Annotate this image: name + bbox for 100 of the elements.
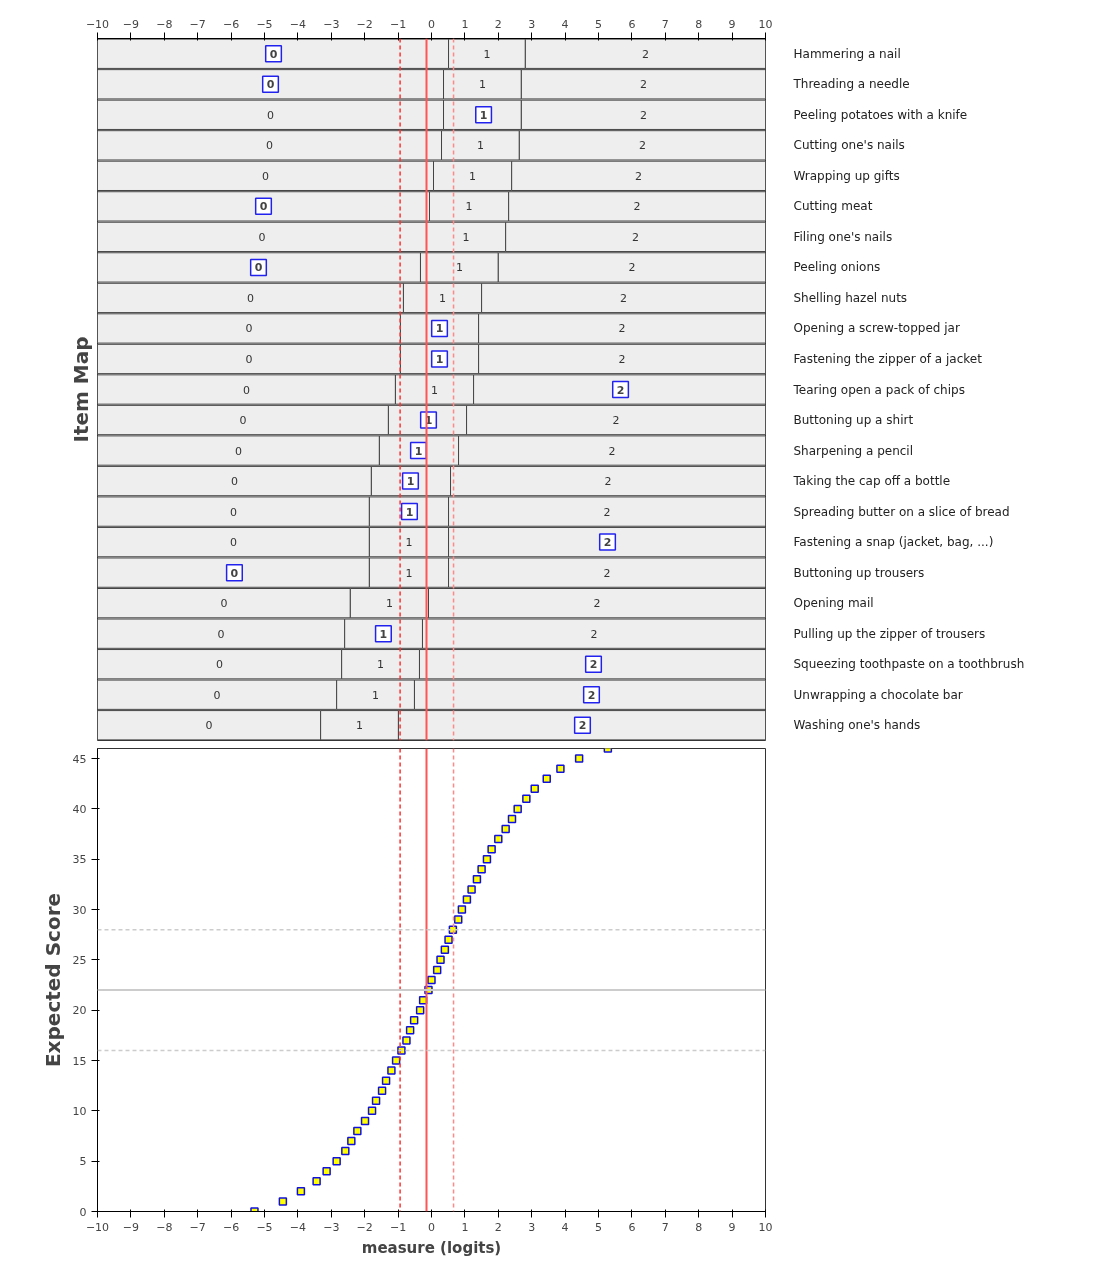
text: 1 xyxy=(431,383,439,397)
x-tick-label: −7 xyxy=(189,1220,206,1234)
x-tick-label: 3 xyxy=(528,17,536,31)
x-tick-label: −3 xyxy=(323,1220,340,1234)
text: 1 xyxy=(356,719,364,733)
y-tick-label: Fastening a snap (jacket, bag, ...) xyxy=(793,535,994,550)
annotation: 1 xyxy=(414,444,423,458)
x-tick-label: 9 xyxy=(728,1220,736,1234)
text: 1 xyxy=(405,536,413,550)
x-tick-label: 7 xyxy=(661,17,669,31)
y-tick-label: Shelling hazel nuts xyxy=(793,290,908,305)
y-tick-label: 30 xyxy=(72,903,87,917)
annotation: 1 xyxy=(435,352,444,366)
text: 0 xyxy=(220,597,228,611)
text: 2 xyxy=(641,47,649,61)
y-tick-label: 5 xyxy=(79,1155,87,1169)
x-tick-label: −10 xyxy=(85,17,110,31)
annotation: 1 xyxy=(405,505,414,519)
x-tick-label: 10 xyxy=(758,17,773,31)
x-tick-label: 2 xyxy=(494,1220,502,1234)
y-tick-label: Pulling up the zipper of trousers xyxy=(793,626,986,641)
x-tick-label: 4 xyxy=(561,1220,569,1234)
series-label: 1 xyxy=(476,139,484,153)
x-tick-label: −8 xyxy=(156,17,173,31)
text: 1 xyxy=(469,169,477,183)
y-tick-label: Peeling potatoes with a knife xyxy=(793,107,968,122)
text: 0 xyxy=(229,536,237,550)
y-axis-title: Item Map xyxy=(68,336,93,443)
y-tick-label: Peeling onions xyxy=(793,260,881,275)
x-tick-label: 5 xyxy=(595,1220,602,1234)
y-tick-label: Tearing open a pack of chips xyxy=(792,382,965,397)
x-tick-label: −4 xyxy=(289,17,307,31)
text: 0 xyxy=(216,658,224,672)
y-tick-label: 45 xyxy=(72,752,87,766)
x-tick-label: −9 xyxy=(122,1220,140,1234)
annotation: 0 xyxy=(259,200,268,214)
y-tick-label: Opening mail xyxy=(793,596,874,611)
y-tick-label: Buttoning up trousers xyxy=(793,565,925,580)
annotation: 2 xyxy=(578,719,587,733)
annotation: 0 xyxy=(254,261,263,275)
y-tick-label: Filing one's nails xyxy=(793,229,893,244)
text: 2 xyxy=(632,230,640,244)
text: 2 xyxy=(639,108,647,122)
x-tick-label: 2 xyxy=(494,17,502,31)
text: 1 xyxy=(385,597,393,611)
annotation: 0 xyxy=(230,566,239,580)
x-tick-label: −1 xyxy=(389,17,407,31)
text: 2 xyxy=(633,200,641,214)
annotation: 1 xyxy=(479,108,488,122)
y-tick-label: 40 xyxy=(72,802,87,816)
text: 2 xyxy=(618,322,626,336)
x-tick-label: 6 xyxy=(628,17,636,31)
text: 2 xyxy=(603,566,611,580)
text: 1 xyxy=(462,230,470,244)
x-tick-label: 9 xyxy=(728,17,736,31)
text: 1 xyxy=(465,200,473,214)
annotation: 2 xyxy=(603,536,612,550)
x-tick-label: −3 xyxy=(323,17,340,31)
y-tick-label: Wrapping up gifts xyxy=(793,168,900,183)
annotation: 1 xyxy=(379,627,388,641)
text: 1 xyxy=(439,291,447,305)
y-tick-label: 25 xyxy=(72,953,87,967)
x-axis-title: measure (logits) xyxy=(361,1238,502,1257)
text: 0 xyxy=(234,444,242,458)
y-axis-title: Expected Score xyxy=(40,892,65,1068)
text: 1 xyxy=(377,658,385,672)
y-tick-label: Taking the cap off a bottle xyxy=(792,474,951,489)
x-tick-label: 3 xyxy=(528,1220,536,1234)
text: 0 xyxy=(217,627,225,641)
series-label: 2 xyxy=(638,139,646,153)
y-tick-label: 35 xyxy=(72,853,87,867)
series-label: 0 xyxy=(266,139,274,153)
x-tick-label: −8 xyxy=(156,1220,173,1234)
x-tick-label: 7 xyxy=(661,1220,669,1234)
annotation: 2 xyxy=(587,688,596,702)
x-tick-label: 4 xyxy=(561,17,569,31)
y-tick-label: Cutting meat xyxy=(793,199,873,214)
x-tick-label: −10 xyxy=(85,1220,110,1234)
text: 2 xyxy=(618,352,626,366)
annotation: 0 xyxy=(269,47,278,61)
x-tick-label: 6 xyxy=(628,1220,636,1234)
x-tick-label: −5 xyxy=(256,1220,273,1234)
y-tick-label: Unwrapping a chocolate bar xyxy=(793,687,963,702)
y-tick-label: Squeezing toothpaste on a toothbrush xyxy=(793,657,1025,672)
y-tick-label: Spreading butter on a slice of bread xyxy=(793,504,1010,519)
annotation: 2 xyxy=(616,383,625,397)
x-tick-label: 5 xyxy=(595,17,602,31)
text: 2 xyxy=(635,169,643,183)
text: 2 xyxy=(590,627,598,641)
text: 2 xyxy=(604,475,612,489)
text: 1 xyxy=(483,47,491,61)
y-tick-label: Fastening the zipper of a jacket xyxy=(793,351,983,366)
text: 0 xyxy=(246,291,254,305)
text: 0 xyxy=(229,505,237,519)
y-tick-label: Threading a needle xyxy=(792,77,910,92)
text: 1 xyxy=(372,688,380,702)
text: 0 xyxy=(245,352,253,366)
x-tick-label: −2 xyxy=(356,17,373,31)
x-tick-label: 1 xyxy=(461,17,469,31)
x-tick-label: −6 xyxy=(222,17,240,31)
